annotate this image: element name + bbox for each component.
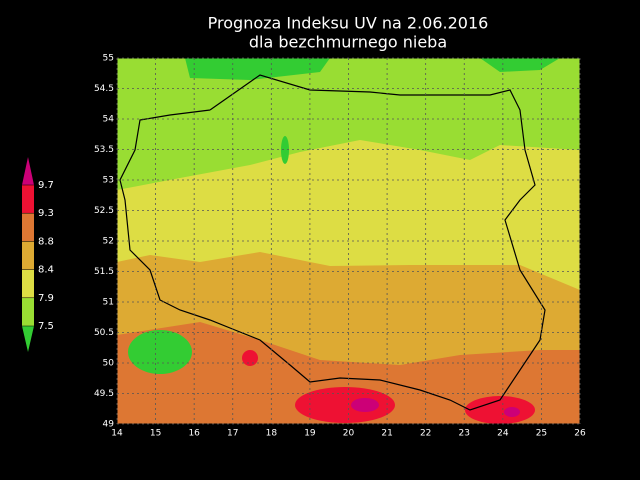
legend-label: 8.4: [38, 265, 54, 276]
y-tick-label: 52.5: [94, 206, 114, 216]
y-tick-label: 51.5: [94, 267, 114, 277]
legend-swatch: [22, 157, 34, 185]
x-tick-label: 23: [459, 429, 470, 439]
y-tick-label: 50: [103, 359, 115, 369]
y-tick-label: 51: [103, 298, 114, 308]
legend-label: 8.8: [38, 236, 54, 247]
y-tick-label: 49: [103, 420, 115, 430]
y-tick-label: 53.5: [94, 145, 114, 155]
x-tick-label: 14: [111, 429, 123, 439]
legend-label: 7.5: [38, 321, 54, 332]
x-tick-label: 18: [266, 429, 278, 439]
legend-swatch: [22, 297, 34, 326]
legend-swatch: [22, 269, 34, 298]
x-tick-label: 20: [343, 429, 355, 439]
y-tick-label: 54.5: [94, 84, 114, 94]
legend-swatch: [22, 213, 34, 242]
legend-label: 7.9: [38, 293, 54, 304]
y-tick-label: 55: [103, 54, 114, 64]
legend-swatch: [22, 185, 34, 214]
subtitle: dla bezchmurnego nieba: [249, 33, 447, 52]
y-tick-label: 54: [103, 115, 115, 125]
x-tick-label: 22: [420, 429, 431, 439]
x-tick-label: 24: [497, 429, 509, 439]
y-tick-label: 50.5: [94, 328, 114, 338]
x-tick-label: 25: [536, 429, 547, 439]
y-tick-label: 52: [103, 237, 114, 247]
y-tick-label: 49.5: [94, 389, 114, 399]
y-tick-label: 53: [103, 176, 114, 186]
x-tick-label: 15: [150, 429, 161, 439]
x-tick-label: 26: [574, 429, 586, 439]
legend-label: 9.3: [38, 208, 54, 219]
legend-swatch: [22, 326, 34, 352]
legend-label: 9.7: [38, 180, 54, 191]
x-tick-label: 19: [304, 429, 316, 439]
x-tick-label: 16: [188, 429, 200, 439]
legend-swatch: [22, 241, 34, 270]
title: Prognoza Indeksu UV na 2.06.2016: [208, 14, 489, 33]
x-tick-label: 21: [381, 429, 392, 439]
x-tick-label: 17: [227, 429, 238, 439]
